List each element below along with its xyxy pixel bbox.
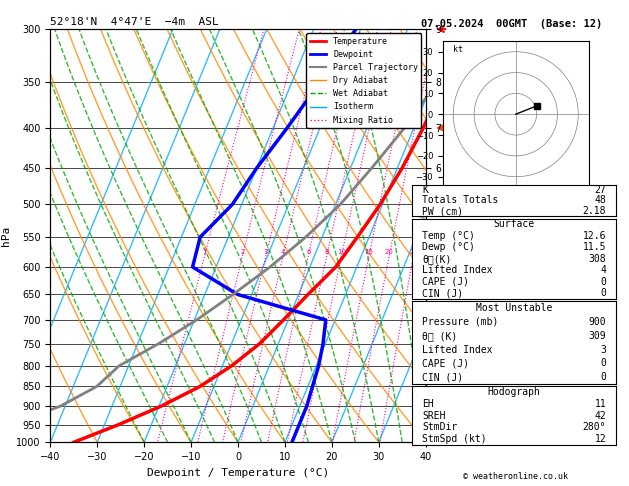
Text: 309: 309 (589, 331, 606, 341)
Text: Lifted Index: Lifted Index (422, 345, 493, 354)
Legend: Temperature, Dewpoint, Parcel Trajectory, Dry Adiabat, Wet Adiabat, Isotherm, Mi: Temperature, Dewpoint, Parcel Trajectory… (306, 34, 421, 128)
Text: CAPE (J): CAPE (J) (422, 277, 469, 287)
Text: 308: 308 (589, 254, 606, 264)
Text: Totals Totals: Totals Totals (422, 195, 499, 206)
Text: 2: 2 (240, 249, 245, 255)
Text: 48: 48 (594, 195, 606, 206)
Y-axis label: hPa: hPa (1, 226, 11, 246)
Text: 52°18'N  4°47'E  −4m  ASL: 52°18'N 4°47'E −4m ASL (50, 17, 219, 27)
Text: 1: 1 (203, 249, 207, 255)
Text: 15: 15 (365, 249, 374, 255)
Text: Most Unstable: Most Unstable (476, 303, 552, 313)
Text: 07.05.2024  00GMT  (Base: 12): 07.05.2024 00GMT (Base: 12) (421, 19, 603, 30)
Text: kt: kt (454, 45, 464, 54)
Text: 4: 4 (281, 249, 286, 255)
Text: StmDir: StmDir (422, 422, 457, 432)
Text: 0: 0 (600, 288, 606, 298)
Text: Temp (°C): Temp (°C) (422, 231, 475, 241)
Text: Dewp (°C): Dewp (°C) (422, 243, 475, 252)
Text: 28: 28 (409, 249, 418, 255)
Text: CIN (J): CIN (J) (422, 372, 464, 382)
Text: PW (cm): PW (cm) (422, 206, 464, 216)
Text: 6: 6 (306, 249, 311, 255)
Text: 12: 12 (594, 434, 606, 444)
Y-axis label: km
ASL: km ASL (444, 227, 465, 244)
X-axis label: Dewpoint / Temperature (°C): Dewpoint / Temperature (°C) (147, 468, 329, 478)
Text: Pressure (mb): Pressure (mb) (422, 317, 499, 327)
Text: 12.6: 12.6 (582, 231, 606, 241)
Text: 2.18: 2.18 (582, 206, 606, 216)
Text: 10: 10 (337, 249, 346, 255)
Text: 0: 0 (600, 358, 606, 368)
Text: 11: 11 (594, 399, 606, 409)
Text: θᴇ (K): θᴇ (K) (422, 331, 457, 341)
Text: 20: 20 (385, 249, 394, 255)
Text: LCL: LCL (426, 438, 441, 447)
Text: 11.5: 11.5 (582, 243, 606, 252)
Text: © weatheronline.co.uk: © weatheronline.co.uk (464, 472, 568, 481)
Text: 280°: 280° (582, 422, 606, 432)
Text: SREH: SREH (422, 411, 446, 420)
Text: 3: 3 (264, 249, 268, 255)
Text: 42: 42 (594, 411, 606, 420)
Text: 8: 8 (325, 249, 329, 255)
Text: CAPE (J): CAPE (J) (422, 358, 469, 368)
Text: K: K (422, 185, 428, 195)
Text: StmSpd (kt): StmSpd (kt) (422, 434, 487, 444)
Text: Surface: Surface (494, 219, 535, 229)
Text: Lifted Index: Lifted Index (422, 265, 493, 275)
Text: 4: 4 (600, 265, 606, 275)
Text: 0: 0 (600, 372, 606, 382)
Text: CIN (J): CIN (J) (422, 288, 464, 298)
Text: 27: 27 (594, 185, 606, 195)
Text: 900: 900 (589, 317, 606, 327)
Text: Hodograph: Hodograph (487, 387, 541, 397)
Text: EH: EH (422, 399, 434, 409)
Text: θᴇ(K): θᴇ(K) (422, 254, 452, 264)
Text: 3: 3 (600, 345, 606, 354)
Text: 0: 0 (600, 277, 606, 287)
